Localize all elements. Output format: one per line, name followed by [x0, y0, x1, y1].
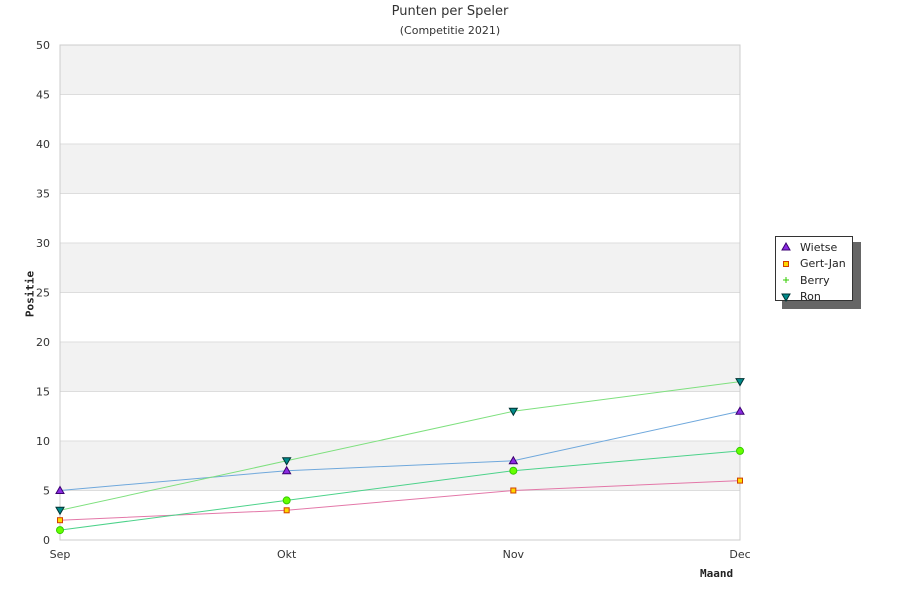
y-tick-label: 40	[36, 138, 50, 151]
data-point-gert-jan	[57, 517, 63, 524]
data-point-berry	[56, 526, 64, 535]
data-point-wietse	[281, 465, 292, 475]
data-point-ron	[281, 457, 292, 466]
data-point-berry	[736, 446, 744, 455]
grid-band	[60, 45, 740, 95]
grid-band	[60, 144, 740, 194]
legend-label-wietse: Wietse	[800, 240, 838, 254]
y-tick-label: 10	[36, 435, 50, 448]
legend-item-berry: Berry	[776, 272, 852, 289]
x-axis-title: Maand	[700, 567, 734, 580]
y-tick-label: 30	[36, 237, 50, 250]
chart-title: Punten per Speler	[391, 4, 509, 19]
data-point-gert-jan	[510, 487, 517, 494]
legend-label-ron: Ron	[800, 290, 821, 304]
legend-item-ron: Ron	[776, 289, 852, 306]
data-point-wietse	[55, 485, 65, 494]
legend-marker-ron	[781, 292, 791, 302]
y-tick-label: 20	[36, 336, 50, 349]
y-tick-label: 25	[36, 287, 50, 300]
legend-marker-wietse	[781, 242, 791, 252]
legend-label-gert-jan: Gert-Jan	[800, 257, 846, 271]
x-tick-label: Sep	[50, 548, 71, 561]
x-tick-label: Dec	[729, 548, 750, 561]
series-line-berry	[59, 450, 741, 531]
data-point-wietse	[735, 406, 745, 415]
y-axis-title: Positie	[23, 270, 37, 318]
y-tick-label: 0	[43, 534, 50, 547]
x-tick-label: Nov	[503, 548, 525, 561]
legend-label-berry: Berry	[800, 273, 830, 287]
grid-band	[60, 342, 740, 392]
y-tick-label: 35	[36, 188, 50, 201]
legend-item-gert-jan: Gert-Jan	[776, 256, 852, 273]
legend-marker-berry	[781, 275, 791, 285]
data-point-ron	[508, 407, 519, 417]
series-line-wietse	[59, 410, 741, 491]
legend-marker-gert-jan	[781, 259, 791, 269]
legend-glyph	[781, 242, 791, 251]
legend-marker-glyph	[781, 293, 791, 302]
y-tick-label: 50	[36, 39, 50, 52]
legend: Wietse Gert-Jan Berry Ron	[775, 236, 853, 303]
legend-glyph	[783, 260, 789, 267]
data-point-berry	[282, 496, 291, 505]
series-line-ron	[59, 381, 741, 511]
plot-border	[59, 44, 741, 541]
legend-glyph	[781, 293, 791, 302]
legend-item-wietse: Wietse	[776, 239, 852, 256]
data-point-gert-jan	[737, 477, 743, 484]
data-point-wietse	[508, 455, 519, 465]
data-point-ron	[735, 378, 745, 387]
y-tick-label: 45	[36, 89, 50, 102]
legend-marker-glyph	[781, 242, 791, 251]
legend-marker-glyph	[783, 277, 789, 284]
y-tick-label: 5	[43, 485, 50, 498]
y-tick-label: 15	[36, 386, 50, 399]
data-point-gert-jan	[283, 507, 290, 514]
grid-band	[60, 243, 740, 293]
legend-marker-glyph	[783, 260, 789, 267]
data-point-berry	[509, 466, 518, 475]
chart-subtitle: (Competitie 2021)	[399, 24, 501, 37]
data-point-ron	[55, 506, 65, 516]
x-tick-label: Okt	[277, 548, 297, 561]
